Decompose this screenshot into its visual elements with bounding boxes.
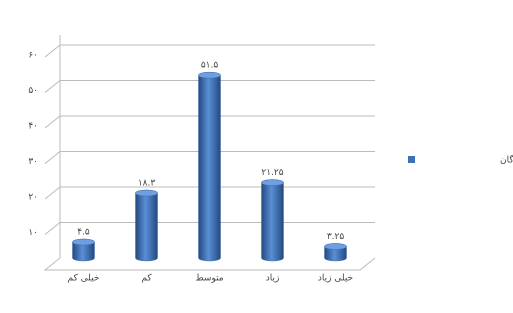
- bar-cap: [262, 180, 284, 186]
- x-tick-label: کم: [141, 274, 152, 284]
- value-label: ۴.۵: [77, 228, 90, 238]
- x-tick-label: زیاد: [266, 274, 280, 284]
- x-tick-label: متوسط: [195, 274, 223, 284]
- background: [0, 0, 513, 313]
- bar-cap: [73, 239, 95, 245]
- legend-swatch: [408, 156, 415, 163]
- bar: [136, 190, 158, 261]
- value-label: ۲۱.۲۵: [261, 168, 283, 178]
- value-label: ۳.۲۵: [327, 232, 345, 242]
- value-label: ۱۸.۳: [138, 179, 156, 189]
- bar: [262, 180, 284, 261]
- value-label: ۵۱.۵: [201, 61, 219, 71]
- bar-cap: [199, 72, 221, 78]
- legend-label: درصد پاسخ دهندگان: [500, 154, 513, 166]
- chart: ۱۰ ۲۰ ۳۰ ۴۰ ۵۰ ۶۰ ۴.۵ ۱۸.۳ ۵۱.۵ ۲۱.۲۵ ۳.۲۵ خیلی کم ک…: [0, 0, 513, 313]
- x-tick-label: خیلی کم: [68, 274, 100, 284]
- bar-cap: [136, 190, 158, 196]
- y-tick-label: ۱۰: [28, 228, 38, 238]
- y-tick-label: ۴۰: [28, 122, 38, 132]
- bar: [199, 72, 221, 261]
- y-tick-label: ۶۰: [28, 51, 38, 61]
- y-tick-label: ۵۰: [28, 86, 38, 96]
- y-tick-label: ۲۰: [28, 193, 38, 203]
- y-tick-label: ۳۰: [28, 157, 38, 167]
- x-tick-label: خیلی زیاد: [318, 274, 353, 284]
- bar-cap: [325, 243, 347, 249]
